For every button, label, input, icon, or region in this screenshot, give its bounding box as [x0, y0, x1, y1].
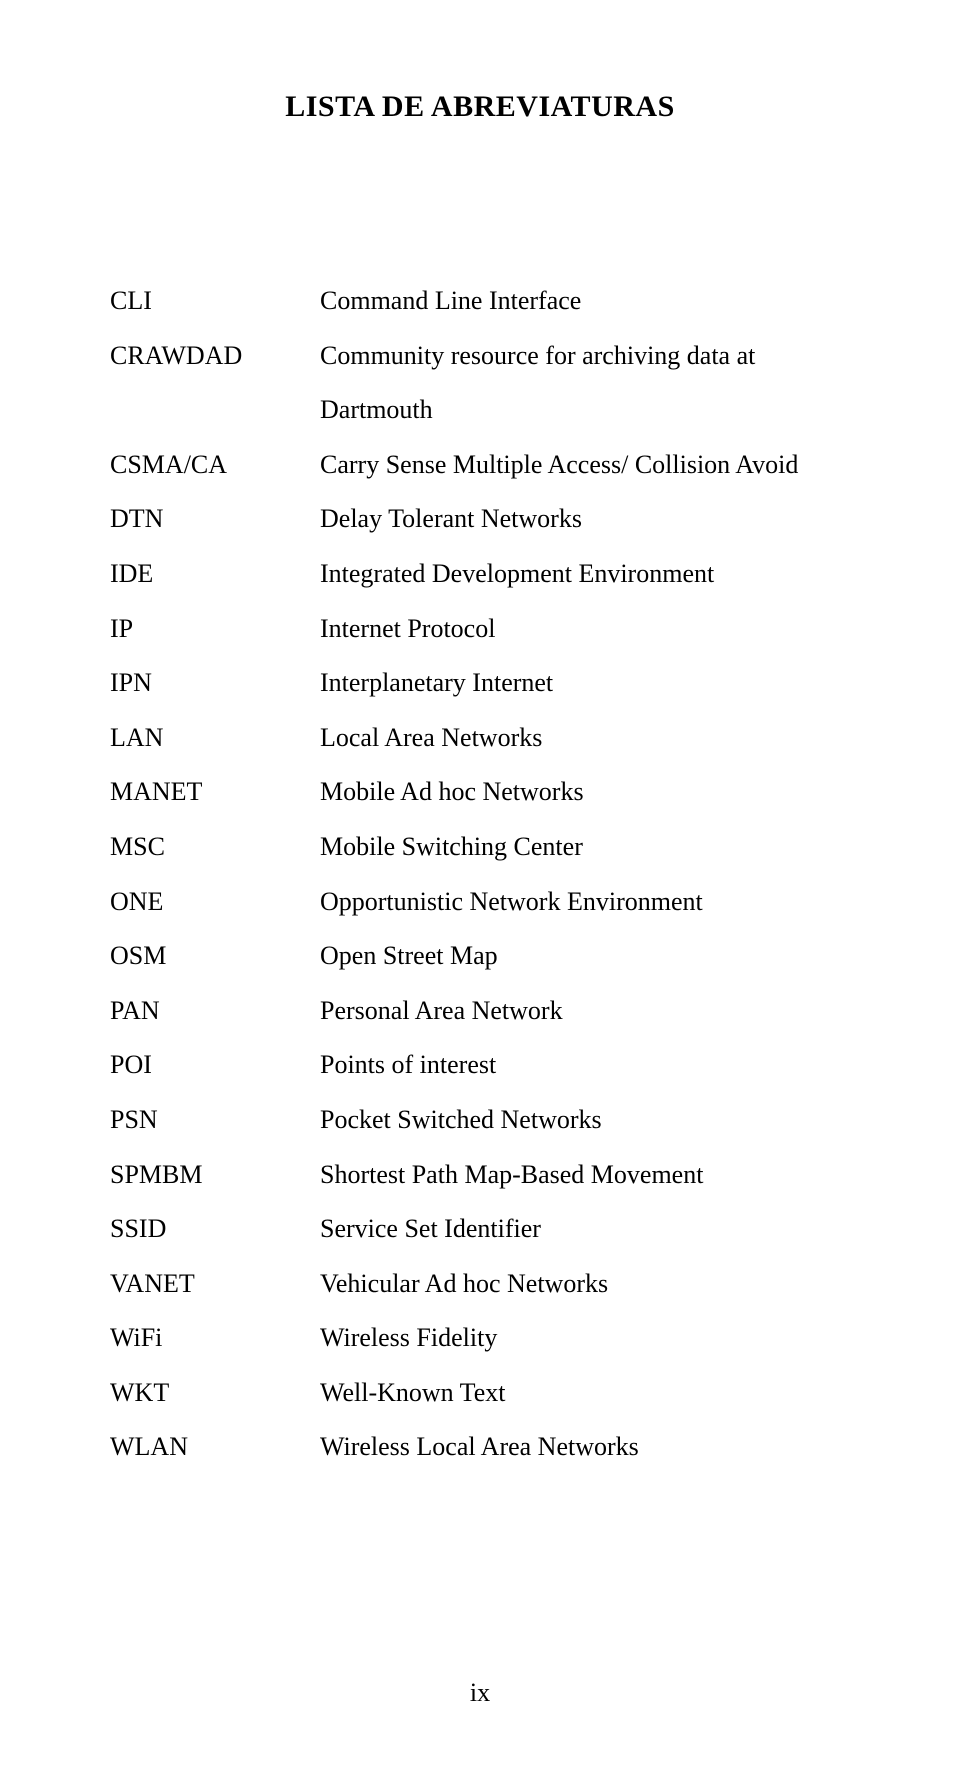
- abbr-definition: Mobile Switching Center: [320, 820, 850, 875]
- abbr-term: ONE: [110, 875, 320, 930]
- abbr-term: WiFi: [110, 1311, 320, 1366]
- abbr-row: CSMA/CACarry Sense Multiple Access/ Coll…: [110, 438, 850, 493]
- abbr-definition: Mobile Ad hoc Networks: [320, 765, 850, 820]
- abbr-row: MANETMobile Ad hoc Networks: [110, 765, 850, 820]
- abbr-row: WKTWell-Known Text: [110, 1366, 850, 1421]
- abbr-row: SPMBMShortest Path Map-Based Movement: [110, 1148, 850, 1203]
- abbr-term: IDE: [110, 547, 320, 602]
- abbr-definition: Wireless Fidelity: [320, 1311, 850, 1366]
- abbr-row: OSMOpen Street Map: [110, 929, 850, 984]
- abbr-term: PSN: [110, 1093, 320, 1148]
- abbr-definition: Shortest Path Map-Based Movement: [320, 1148, 850, 1203]
- abbr-term: WKT: [110, 1366, 320, 1421]
- abbr-term: SSID: [110, 1202, 320, 1257]
- abbr-row: SSIDService Set Identifier: [110, 1202, 850, 1257]
- abbr-definition: Personal Area Network: [320, 984, 850, 1039]
- abbr-term: IP: [110, 602, 320, 657]
- abbr-definition: Opportunistic Network Environment: [320, 875, 850, 930]
- abbr-definition: Delay Tolerant Networks: [320, 492, 850, 547]
- abbr-row: PSNPocket Switched Networks: [110, 1093, 850, 1148]
- abbr-term: IPN: [110, 656, 320, 711]
- abbr-term: CLI: [110, 274, 320, 329]
- abbr-term: LAN: [110, 711, 320, 766]
- abbr-row: LANLocal Area Networks: [110, 711, 850, 766]
- abbr-term: CSMA/CA: [110, 438, 320, 493]
- page-title: LISTA DE ABREVIATURAS: [110, 90, 850, 124]
- abbr-row: WLANWireless Local Area Networks: [110, 1420, 850, 1475]
- abbr-term: MANET: [110, 765, 320, 820]
- abbr-definition: Community resource for archiving data at…: [320, 329, 850, 438]
- abbr-definition: Command Line Interface: [320, 274, 850, 329]
- abbr-term: WLAN: [110, 1420, 320, 1475]
- abbr-definition: Interplanetary Internet: [320, 656, 850, 711]
- abbreviation-list: CLICommand Line InterfaceCRAWDADCommunit…: [110, 274, 850, 1475]
- abbr-term: VANET: [110, 1257, 320, 1312]
- abbr-term: DTN: [110, 492, 320, 547]
- abbr-row: CLICommand Line Interface: [110, 274, 850, 329]
- abbr-term: OSM: [110, 929, 320, 984]
- abbr-term: POI: [110, 1038, 320, 1093]
- abbr-row: IPNInterplanetary Internet: [110, 656, 850, 711]
- document-page: LISTA DE ABREVIATURAS CLICommand Line In…: [0, 0, 960, 1778]
- abbr-term: MSC: [110, 820, 320, 875]
- abbr-row: IPInternet Protocol: [110, 602, 850, 657]
- abbr-definition: Points of interest: [320, 1038, 850, 1093]
- abbr-row: POIPoints of interest: [110, 1038, 850, 1093]
- page-number: ix: [0, 1678, 960, 1708]
- abbr-definition: Service Set Identifier: [320, 1202, 850, 1257]
- abbr-row: ONEOpportunistic Network Environment: [110, 875, 850, 930]
- abbr-definition: Well-Known Text: [320, 1366, 850, 1421]
- abbr-definition: Carry Sense Multiple Access/ Collision A…: [320, 438, 850, 493]
- abbr-row: MSCMobile Switching Center: [110, 820, 850, 875]
- abbr-definition: Internet Protocol: [320, 602, 850, 657]
- abbr-term: CRAWDAD: [110, 329, 320, 438]
- abbr-definition: Wireless Local Area Networks: [320, 1420, 850, 1475]
- abbr-row: CRAWDADCommunity resource for archiving …: [110, 329, 850, 438]
- abbr-term: PAN: [110, 984, 320, 1039]
- abbr-row: WiFiWireless Fidelity: [110, 1311, 850, 1366]
- abbr-definition: Open Street Map: [320, 929, 850, 984]
- abbr-row: DTNDelay Tolerant Networks: [110, 492, 850, 547]
- abbr-definition: Pocket Switched Networks: [320, 1093, 850, 1148]
- abbr-definition: Integrated Development Environment: [320, 547, 850, 602]
- abbr-definition: Local Area Networks: [320, 711, 850, 766]
- abbr-definition: Vehicular Ad hoc Networks: [320, 1257, 850, 1312]
- abbr-row: IDEIntegrated Development Environment: [110, 547, 850, 602]
- abbr-term: SPMBM: [110, 1148, 320, 1203]
- abbr-row: PANPersonal Area Network: [110, 984, 850, 1039]
- abbr-row: VANETVehicular Ad hoc Networks: [110, 1257, 850, 1312]
